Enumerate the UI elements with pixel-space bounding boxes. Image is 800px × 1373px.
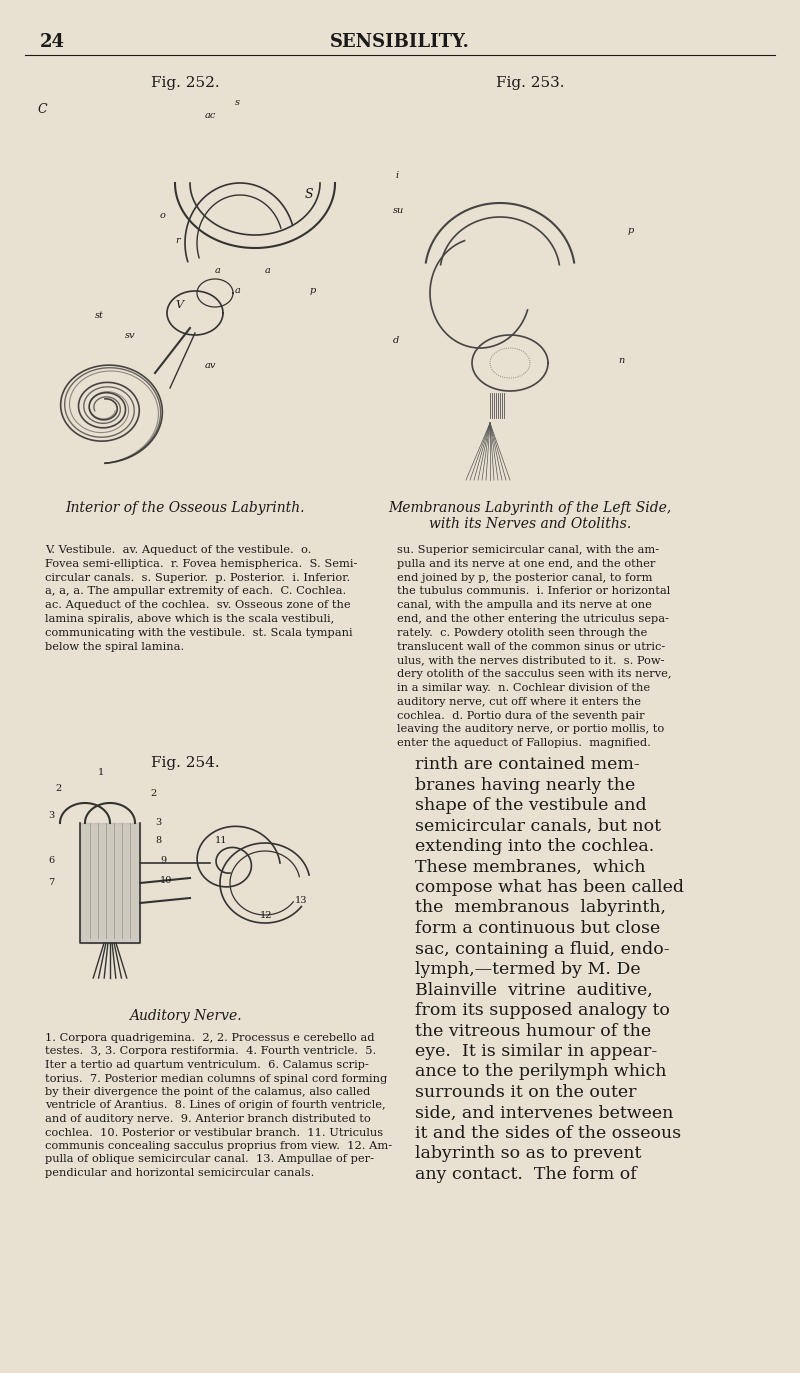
Text: Auditory Nerve.: Auditory Nerve.: [129, 1009, 242, 1023]
Text: end, and the other entering the utriculus sepa-: end, and the other entering the utriculu…: [397, 614, 669, 623]
Text: Fig. 254.: Fig. 254.: [150, 757, 219, 770]
Text: semicircular canals, but not: semicircular canals, but not: [415, 817, 661, 835]
Text: in a similar way.  n. Cochlear division of the: in a similar way. n. Cochlear division o…: [397, 682, 650, 693]
FancyBboxPatch shape: [390, 104, 640, 481]
Text: from its supposed analogy to: from its supposed analogy to: [415, 1002, 670, 1019]
Text: Fovea semi-elliptica.  r. Fovea hemispherica.  S. Semi-: Fovea semi-elliptica. r. Fovea hemispher…: [45, 559, 358, 568]
Text: with its Nerves and Otoliths.: with its Nerves and Otoliths.: [429, 518, 631, 531]
Text: pulla and its nerve at one end, and the other: pulla and its nerve at one end, and the …: [397, 559, 655, 568]
Text: o: o: [160, 211, 166, 220]
Text: 12: 12: [260, 912, 273, 920]
Text: r: r: [175, 236, 180, 244]
Text: shape of the vestibule and: shape of the vestibule and: [415, 796, 646, 814]
Text: 8: 8: [155, 836, 161, 844]
Text: a: a: [235, 286, 241, 295]
Text: 6: 6: [48, 855, 54, 865]
Text: the tubulus communis.  i. Inferior or horizontal: the tubulus communis. i. Inferior or hor…: [397, 586, 670, 596]
Text: V: V: [175, 299, 183, 310]
Text: ac. Aqueduct of the cochlea.  sv. Osseous zone of the: ac. Aqueduct of the cochlea. sv. Osseous…: [45, 600, 350, 610]
Text: ulus, with the nerves distributed to it.  s. Pow-: ulus, with the nerves distributed to it.…: [397, 655, 665, 666]
Text: rinth are contained mem-: rinth are contained mem-: [415, 757, 640, 773]
Text: rately.  c. Powdery otolith seen through the: rately. c. Powdery otolith seen through …: [397, 627, 647, 638]
Text: i: i: [395, 172, 398, 180]
Text: 1: 1: [98, 768, 104, 777]
Text: lymph,—termed by M. De: lymph,—termed by M. De: [415, 961, 641, 978]
Text: su: su: [393, 206, 404, 216]
Text: sac, containing a fluid, endo-: sac, containing a fluid, endo-: [415, 941, 670, 957]
FancyBboxPatch shape: [30, 103, 390, 496]
Text: p: p: [310, 286, 316, 295]
Text: S: S: [305, 188, 314, 200]
Text: av: av: [205, 361, 216, 369]
Text: torius.  7. Posterior median columns of spinal cord forming: torius. 7. Posterior median columns of s…: [45, 1074, 387, 1083]
Text: communicating with the vestibule.  st. Scala tympani: communicating with the vestibule. st. Sc…: [45, 627, 353, 638]
Text: Blainville  vitrine  auditive,: Blainville vitrine auditive,: [415, 982, 653, 998]
Text: it and the sides of the osseous: it and the sides of the osseous: [415, 1124, 681, 1142]
Text: the  membranous  labyrinth,: the membranous labyrinth,: [415, 899, 666, 917]
Text: Membranous Labyrinth of the Left Side,: Membranous Labyrinth of the Left Side,: [388, 501, 672, 515]
Text: eye.  It is similar in appear-: eye. It is similar in appear-: [415, 1043, 658, 1060]
Text: Interior of the Osseous Labyrinth.: Interior of the Osseous Labyrinth.: [66, 501, 305, 515]
Text: dery otolith of the sacculus seen with its nerve,: dery otolith of the sacculus seen with i…: [397, 669, 671, 680]
Text: ac: ac: [205, 111, 216, 119]
Text: the vitreous humour of the: the vitreous humour of the: [415, 1023, 651, 1039]
Text: n: n: [618, 356, 624, 365]
Text: 11: 11: [215, 836, 227, 844]
Text: 13: 13: [295, 897, 307, 905]
Text: 2: 2: [150, 789, 156, 798]
Text: cochlea.  d. Portio dura of the seventh pair: cochlea. d. Portio dura of the seventh p…: [397, 711, 645, 721]
Text: C: C: [38, 103, 48, 115]
Text: a: a: [215, 266, 221, 275]
Text: compose what has been called: compose what has been called: [415, 879, 684, 897]
Text: 7: 7: [48, 877, 54, 887]
Text: by their divergence the point of the calamus, also called: by their divergence the point of the cal…: [45, 1087, 370, 1097]
Text: 24: 24: [40, 33, 65, 51]
Text: labyrinth so as to prevent: labyrinth so as to prevent: [415, 1145, 642, 1163]
Text: p: p: [628, 227, 634, 235]
Text: side, and intervenes between: side, and intervenes between: [415, 1104, 674, 1122]
Text: testes.  3, 3. Corpora restiformia.  4. Fourth ventricle.  5.: testes. 3, 3. Corpora restiformia. 4. Fo…: [45, 1046, 376, 1056]
Text: pendicular and horizontal semicircular canals.: pendicular and horizontal semicircular c…: [45, 1168, 314, 1178]
Text: circular canals.  s. Superior.  p. Posterior.  i. Inferior.: circular canals. s. Superior. p. Posteri…: [45, 573, 350, 582]
Text: Fig. 253.: Fig. 253.: [496, 76, 564, 91]
Text: below the spiral lamina.: below the spiral lamina.: [45, 641, 184, 652]
Text: any contact.  The form of: any contact. The form of: [415, 1166, 637, 1184]
Text: ventricle of Arantius.  8. Lines of origin of fourth ventricle,: ventricle of Arantius. 8. Lines of origi…: [45, 1101, 386, 1111]
Text: cochlea.  10. Posterior or vestibular branch.  11. Utriculus: cochlea. 10. Posterior or vestibular bra…: [45, 1127, 383, 1137]
Text: a: a: [265, 266, 271, 275]
Text: lamina spiralis, above which is the scala vestibuli,: lamina spiralis, above which is the scal…: [45, 614, 334, 623]
Text: Fig. 252.: Fig. 252.: [150, 76, 219, 91]
Text: end joined by p, the posterior canal, to form: end joined by p, the posterior canal, to…: [397, 573, 653, 582]
Text: V. Vestibule.  av. Aqueduct of the vestibule.  o.: V. Vestibule. av. Aqueduct of the vestib…: [45, 545, 311, 555]
Text: enter the aqueduct of Fallopius.  magnified.: enter the aqueduct of Fallopius. magnifi…: [397, 739, 651, 748]
Text: auditory nerve, cut off where it enters the: auditory nerve, cut off where it enters …: [397, 697, 641, 707]
Text: 10: 10: [160, 876, 172, 886]
Text: form a continuous but close: form a continuous but close: [415, 920, 660, 936]
Text: extending into the cochlea.: extending into the cochlea.: [415, 838, 654, 855]
Text: ance to the perilymph which: ance to the perilymph which: [415, 1064, 666, 1081]
FancyBboxPatch shape: [28, 773, 378, 1004]
Text: These membranes,  which: These membranes, which: [415, 858, 646, 876]
Text: branes having nearly the: branes having nearly the: [415, 777, 635, 794]
Text: pulla of oblique semicircular canal.  13. Ampullae of per-: pulla of oblique semicircular canal. 13.…: [45, 1155, 374, 1164]
Text: 3: 3: [48, 811, 54, 820]
Text: 3: 3: [155, 818, 162, 827]
Text: st: st: [95, 312, 104, 320]
Text: sv: sv: [125, 331, 135, 341]
Text: communis concealing sacculus proprius from view.  12. Am-: communis concealing sacculus proprius fr…: [45, 1141, 392, 1151]
Text: su. Superior semicircular canal, with the am-: su. Superior semicircular canal, with th…: [397, 545, 659, 555]
Text: SENSIBILITY.: SENSIBILITY.: [330, 33, 470, 51]
Text: 2: 2: [55, 784, 62, 794]
Text: surrounds it on the outer: surrounds it on the outer: [415, 1085, 637, 1101]
Text: 9: 9: [160, 855, 166, 865]
Text: canal, with the ampulla and its nerve at one: canal, with the ampulla and its nerve at…: [397, 600, 652, 610]
Text: Iter a tertio ad quartum ventriculum.  6. Calamus scrip-: Iter a tertio ad quartum ventriculum. 6.…: [45, 1060, 369, 1070]
Text: and of auditory nerve.  9. Anterior branch distributed to: and of auditory nerve. 9. Anterior branc…: [45, 1114, 370, 1124]
Text: translucent wall of the common sinus or utric-: translucent wall of the common sinus or …: [397, 641, 666, 652]
Text: leaving the auditory nerve, or portio mollis, to: leaving the auditory nerve, or portio mo…: [397, 725, 664, 735]
Text: a, a, a. The ampullar extremity of each.  C. Cochlea.: a, a, a. The ampullar extremity of each.…: [45, 586, 346, 596]
Text: d: d: [393, 336, 399, 345]
Text: s: s: [235, 97, 240, 107]
Text: 1. Corpora quadrigemina.  2, 2. Processus e cerebello ad: 1. Corpora quadrigemina. 2, 2. Processus…: [45, 1032, 374, 1043]
